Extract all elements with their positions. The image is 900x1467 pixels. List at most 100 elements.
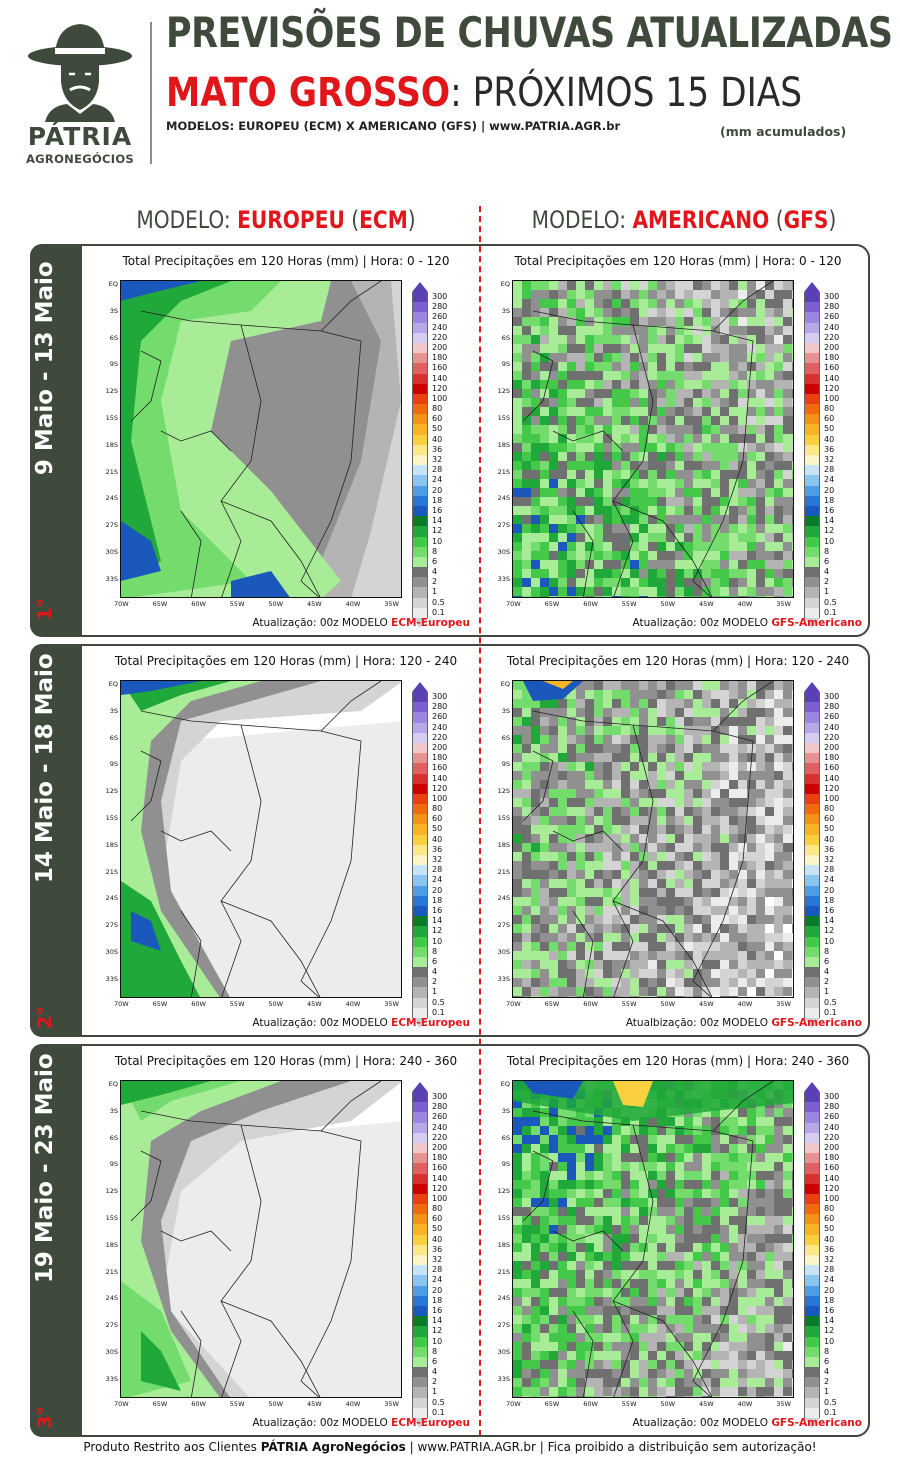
latitude-label: EQ bbox=[108, 1080, 118, 1088]
color-scale-cell bbox=[804, 292, 820, 303]
latitude-label: 21S bbox=[497, 1267, 510, 1276]
color-scale-label: 10 bbox=[824, 936, 835, 946]
color-scale-cell bbox=[804, 1397, 820, 1408]
color-scale-cell bbox=[412, 977, 428, 988]
latitude-label: 30S bbox=[497, 1348, 510, 1356]
color-scale-label: 6 bbox=[432, 1356, 438, 1366]
forecast-period-3: Total Precipitações em 120 Horas (mm) | … bbox=[30, 1044, 870, 1437]
color-scale-label: 0.5 bbox=[432, 597, 445, 607]
map-title: Total Precipitações em 120 Horas (mm) | … bbox=[114, 1054, 458, 1068]
color-scale-cell bbox=[412, 763, 428, 774]
map-title: Total Precipitações em 120 Horas (mm) | … bbox=[114, 654, 458, 668]
color-scale-cell bbox=[412, 332, 428, 343]
color-scale-cell bbox=[804, 577, 820, 588]
color-scale-cell bbox=[412, 1316, 428, 1327]
longitude-label: 45W bbox=[307, 1000, 322, 1008]
longitude-label: 35W bbox=[384, 1000, 399, 1008]
color-scale-label: 220 bbox=[824, 332, 840, 342]
color-scale-label: 24 bbox=[824, 1275, 835, 1285]
latitude-label: 9S bbox=[109, 1160, 118, 1169]
color-scale-label: 200 bbox=[824, 1142, 840, 1152]
map-plot-area bbox=[120, 1080, 402, 1398]
color-scale-cell bbox=[412, 804, 428, 815]
color-scale-label: 6 bbox=[432, 956, 438, 966]
latitude-label: 6S bbox=[109, 333, 118, 342]
color-scale-cell bbox=[804, 444, 820, 455]
model-name: GFS-Americano bbox=[771, 1417, 862, 1429]
color-scale-label: 120 bbox=[432, 383, 448, 393]
color-scale-cell bbox=[412, 956, 428, 968]
color-scale-cell bbox=[412, 1112, 428, 1123]
longitude-label: 50W bbox=[660, 1000, 676, 1008]
color-scale-cell bbox=[804, 1255, 820, 1266]
color-scale-label: 100 bbox=[432, 793, 448, 803]
latitude-label: 33S bbox=[497, 1374, 510, 1383]
color-scale-cell bbox=[804, 905, 820, 917]
latitude-label: 6S bbox=[109, 733, 118, 742]
longitude-label: 45W bbox=[699, 1000, 714, 1008]
color-scale-label: 0.1 bbox=[432, 1007, 445, 1017]
latitude-label: 6S bbox=[501, 333, 510, 342]
longitude-label: 50W bbox=[268, 1000, 284, 1008]
color-scale-label: 0.5 bbox=[432, 997, 445, 1007]
color-scale-label: 280 bbox=[824, 302, 840, 312]
color-scale-cell bbox=[804, 536, 820, 547]
color-scale-labels: 300 280 260 240 220 200 180 160 140 120 100 80 60 50 4… bbox=[824, 292, 839, 618]
color-scale-label: 6 bbox=[824, 956, 830, 966]
ecm-map-panel: Total Precipitações em 120 Horas (mm) | … bbox=[90, 644, 482, 1037]
longitude-label: 70W bbox=[506, 1000, 521, 1008]
latitude-label: EQ bbox=[500, 280, 510, 288]
latitude-label: 9S bbox=[109, 760, 118, 769]
color-scale-cell bbox=[412, 1295, 428, 1306]
period-label-wrap: 3° PERÍODO 19 Maio - 23 Maio bbox=[8, 1044, 82, 1437]
color-scale-label: 1 bbox=[824, 987, 830, 997]
update-text: Atualização: 00z MODELO bbox=[252, 1417, 392, 1429]
color-scale-label: 140 bbox=[824, 773, 840, 783]
latitude-label: 15S bbox=[497, 814, 510, 822]
color-scale-cell bbox=[412, 946, 428, 957]
color-scale-label: 280 bbox=[432, 1102, 448, 1112]
color-scale-cell bbox=[412, 475, 428, 486]
period-word: PERÍODO bbox=[34, 1312, 56, 1406]
latitude-label: EQ bbox=[108, 280, 118, 288]
color-scale-cell bbox=[804, 495, 820, 506]
latitude-label: 30S bbox=[105, 1348, 118, 1356]
page-title: PREVISÕES DE CHUVAS ATUALIZADAS bbox=[166, 8, 893, 57]
latitude-label: 18S bbox=[105, 840, 118, 849]
latitude-label: 21S bbox=[105, 867, 118, 876]
color-scale-label: 160 bbox=[824, 763, 840, 773]
color-scale-cell bbox=[804, 1122, 820, 1133]
color-scale-label: 180 bbox=[432, 753, 448, 763]
color-scale-cell bbox=[804, 1092, 820, 1103]
color-scale-label: 20 bbox=[824, 1285, 835, 1295]
color-scale-cell bbox=[804, 1387, 820, 1398]
color-scale-cell bbox=[412, 1142, 428, 1154]
model-name: GFS-Americano bbox=[771, 617, 862, 629]
longitude-label: 60W bbox=[191, 1000, 206, 1008]
color-scale-label: 200 bbox=[824, 342, 840, 352]
color-scale-label: 12 bbox=[824, 926, 835, 936]
color-scale-cell bbox=[804, 885, 820, 896]
longitude-label: 55W bbox=[621, 600, 637, 608]
color-scale-label: 12 bbox=[432, 926, 443, 936]
color-scale-cell bbox=[412, 926, 428, 937]
color-scale-cell bbox=[412, 353, 428, 364]
map-update-note: Atualização: 00z MODELO ECM-Europeu bbox=[252, 617, 470, 629]
longitude-label: 65W bbox=[544, 1400, 560, 1408]
color-scale-label: 260 bbox=[432, 1112, 448, 1122]
color-scale-label: 32 bbox=[824, 1255, 835, 1264]
color-scale-label: 280 bbox=[824, 702, 840, 712]
longitude-label: 50W bbox=[268, 600, 284, 608]
longitude-label: 45W bbox=[307, 1400, 322, 1408]
longitude-label: 40W bbox=[345, 1000, 361, 1008]
longitude-label: 35W bbox=[384, 1400, 399, 1408]
longitude-label: 50W bbox=[660, 600, 676, 608]
color-scale-cell bbox=[412, 1092, 428, 1103]
footer-brand: PÁTRIA AgroNegócios bbox=[260, 1440, 406, 1454]
period-dates: 9 Maio - 13 Maio bbox=[32, 260, 58, 475]
longitude-label: 65W bbox=[544, 600, 560, 608]
longitude-label: 40W bbox=[737, 600, 753, 608]
color-scale-cell bbox=[412, 1326, 428, 1337]
latitude-label: 18S bbox=[497, 840, 510, 849]
color-scale-label: 220 bbox=[824, 732, 840, 742]
